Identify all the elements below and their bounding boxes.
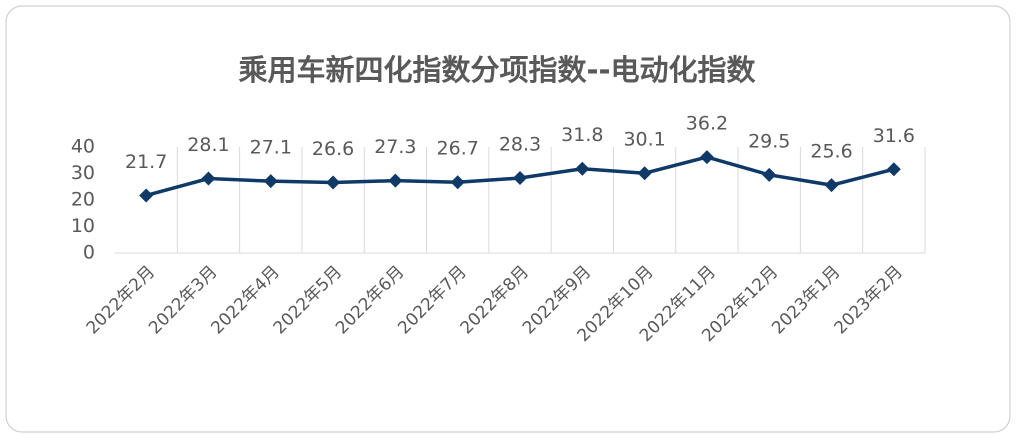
- data-label: 30.1: [623, 129, 665, 151]
- y-tick-label: 30: [71, 162, 95, 184]
- data-point: [139, 188, 154, 203]
- data-label: 28.3: [499, 134, 541, 156]
- data-point: [699, 150, 714, 165]
- data-point: [388, 173, 403, 188]
- data-label: 36.2: [686, 113, 728, 135]
- data-point: [201, 171, 216, 186]
- y-tick-label: 20: [71, 189, 95, 211]
- y-tick-label: 40: [71, 136, 95, 158]
- data-point: [637, 166, 652, 181]
- chart-frame: [5, 5, 1011, 433]
- data-point: [824, 178, 839, 193]
- data-point: [450, 175, 465, 190]
- data-label: 31.6: [873, 125, 915, 147]
- data-point: [762, 167, 777, 182]
- y-tick-label: 10: [71, 215, 95, 237]
- data-label: 25.6: [810, 141, 852, 163]
- data-point: [886, 162, 901, 177]
- y-tick-label: 0: [83, 242, 95, 264]
- data-label: 31.8: [561, 124, 603, 146]
- chart-title: 乘用车新四化指数分项指数--电动化指数: [238, 53, 756, 87]
- data-label: 28.1: [187, 134, 229, 156]
- data-label: 26.6: [312, 138, 354, 160]
- data-point: [575, 161, 590, 176]
- data-label: 21.7: [125, 151, 167, 173]
- data-label: 29.5: [748, 130, 790, 152]
- data-label: 26.7: [437, 138, 479, 160]
- data-point: [326, 175, 341, 190]
- data-label: 27.1: [250, 137, 292, 159]
- data-point: [513, 171, 527, 186]
- data-label: 27.3: [374, 136, 416, 158]
- data-point: [263, 174, 278, 189]
